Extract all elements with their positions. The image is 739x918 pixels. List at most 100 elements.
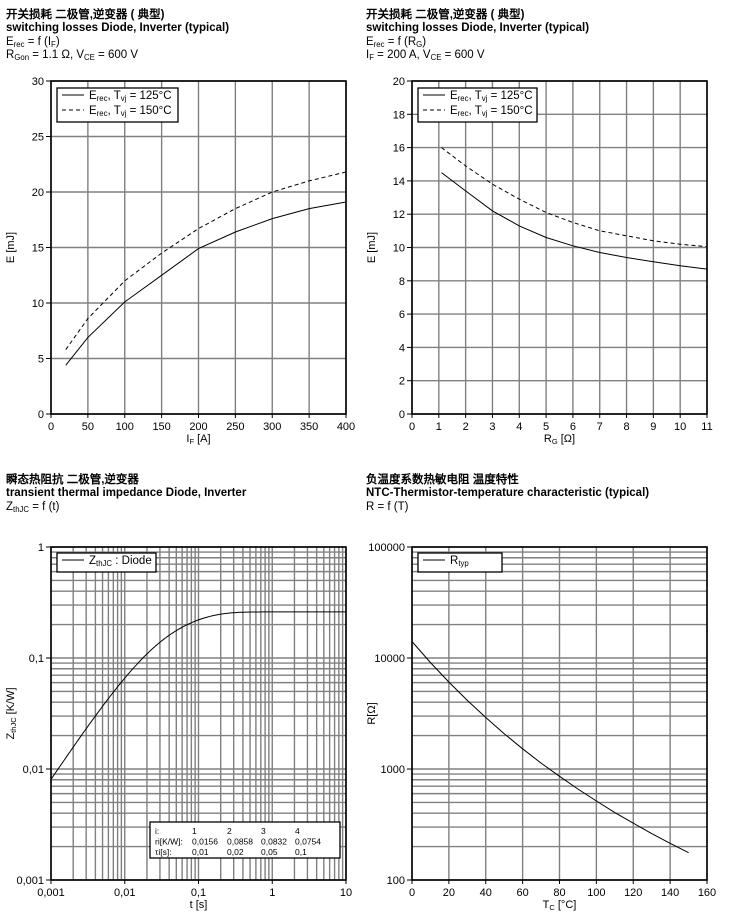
x-axis-label-part: T xyxy=(543,899,550,911)
legend-entry-part: , T xyxy=(469,105,482,117)
y-axis-label: E [mJ] xyxy=(366,232,378,263)
chart-title-cn: 开关损耗 二极管,逆变器 ( 典型) xyxy=(6,7,165,21)
x-axis-label: TC [°C] xyxy=(543,899,577,912)
chart-formula-part: ) xyxy=(56,36,60,48)
y-tick-label: 20 xyxy=(393,76,405,88)
y-tick-label: 20 xyxy=(32,187,44,199)
x-tick-label: 0,1 xyxy=(191,887,206,899)
legend-box xyxy=(56,552,157,573)
legend-entry-part: E xyxy=(89,90,97,102)
table-cell: 0,1 xyxy=(295,847,307,857)
table-cell: 0,0754 xyxy=(295,837,321,847)
series-line-1 xyxy=(65,201,347,366)
chart-conditions-part: I xyxy=(366,49,369,61)
chart-formula-part: rec xyxy=(14,40,25,49)
x-tick-label: 11 xyxy=(701,421,712,433)
y-tick-label: 2 xyxy=(399,376,405,388)
legend-entry-part: vj xyxy=(482,109,488,118)
chart-formula-part: R = f (T) xyxy=(366,501,409,513)
x-tick-label: 100 xyxy=(116,421,134,433)
y-axis-label: E [mJ] xyxy=(5,232,17,263)
chart-conditions-part: = 600 V xyxy=(441,49,484,61)
y-axis-label-part: E [mJ] xyxy=(5,232,17,263)
chart-formula-part: F xyxy=(51,40,56,49)
x-axis-label: t [s] xyxy=(190,899,208,911)
x-tick-label: 6 xyxy=(570,421,576,433)
legend-entry: Rtyp xyxy=(450,555,469,568)
y-tick-label: 100000 xyxy=(368,542,405,554)
chart-conditions-part: = 200 A, V xyxy=(374,49,431,61)
x-axis-label-part: I xyxy=(186,433,189,445)
chart-title-cn: 瞬态热阻抗 二极管,逆变器 xyxy=(6,472,139,486)
chart-formula: Erec = f (IF) xyxy=(6,36,60,49)
legend-entry-part: E xyxy=(89,105,97,117)
chart-conditions-part: = 600 V xyxy=(95,49,138,61)
legend-entry: Erec, Tvj = 150°C xyxy=(450,105,533,118)
x-axis-label: RG [Ω] xyxy=(544,433,575,446)
x-tick-label: 4 xyxy=(516,421,522,433)
y-tick-label: 100 xyxy=(387,875,405,887)
x-tick-label: 40 xyxy=(480,887,492,899)
table-cell: 0,01 xyxy=(192,847,209,857)
legend-entry-part: , T xyxy=(108,90,121,102)
x-tick-label: 400 xyxy=(337,421,355,433)
chart-conditions-part: R xyxy=(6,49,14,61)
legend-entry-part: rec xyxy=(97,94,108,103)
y-axis-label-part: [K/W] xyxy=(5,687,17,717)
x-tick-label: 100 xyxy=(587,887,605,899)
chart-formula: R = f (T) xyxy=(366,501,409,513)
legend-entry-part: Z xyxy=(89,555,96,567)
legend-entry-part: rec xyxy=(458,109,469,118)
x-tick-label: 150 xyxy=(152,421,170,433)
x-tick-label: 250 xyxy=(226,421,244,433)
table-cell: 0,0832 xyxy=(261,837,287,847)
chart-conditions-part: CE xyxy=(431,53,442,62)
legend-entry-part: : Diode xyxy=(112,555,152,567)
table-cell: τi[s]: xyxy=(155,847,172,857)
table-box xyxy=(149,821,341,859)
y-tick-label: 0 xyxy=(38,409,44,421)
x-tick-label: 8 xyxy=(623,421,629,433)
chart-title-en: transient thermal impedance Diode, Inver… xyxy=(6,487,247,499)
legend-entry-part: = 125°C xyxy=(126,90,171,102)
x-axis-label-part: F xyxy=(189,437,194,446)
x-tick-label: 3 xyxy=(489,421,495,433)
y-tick-label: 10 xyxy=(393,243,405,255)
series-line-2 xyxy=(441,147,708,248)
legend-entry-part: thJC xyxy=(96,559,112,568)
x-tick-label: 10 xyxy=(674,421,686,433)
legend-entry-part: R xyxy=(450,555,458,567)
legend-box xyxy=(56,87,179,123)
legend-entry-part: rec xyxy=(458,94,469,103)
legend-entry: ZthJC : Diode xyxy=(89,555,152,568)
x-tick-label: 0 xyxy=(48,421,54,433)
chart-conditions-part: = 1.1 Ω, V xyxy=(29,49,84,61)
grid xyxy=(411,80,708,415)
table-cell: ri[K/W]: xyxy=(155,837,183,847)
legend-entry-part: E xyxy=(450,105,458,117)
legend-entry-part: typ xyxy=(458,559,469,568)
legend-entry-part: vj xyxy=(121,109,127,118)
chart-title-en: switching losses Diode, Inverter (typica… xyxy=(6,22,229,34)
table-cell: 0,05 xyxy=(261,847,278,857)
x-axis-label-part: G xyxy=(552,437,558,446)
x-axis-label-part: [°C] xyxy=(555,899,577,911)
table-cell: i: xyxy=(155,826,159,836)
legend-entry-part: E xyxy=(450,90,458,102)
x-tick-label: 120 xyxy=(624,887,642,899)
legend-entry-part: , T xyxy=(108,105,121,117)
legend-entry-part: = 150°C xyxy=(487,105,532,117)
chart-formula-part: E xyxy=(366,36,374,48)
chart-2: 开关损耗 二极管,逆变器 ( 典型)switching losses Diode… xyxy=(366,7,713,446)
x-tick-label: 20 xyxy=(443,887,455,899)
legend-entry-part: = 150°C xyxy=(126,105,171,117)
x-tick-label: 0,01 xyxy=(114,887,135,899)
series-line-2 xyxy=(65,171,347,350)
y-axis-label-part: thJC xyxy=(9,717,18,733)
x-axis-label-part: [Ω] xyxy=(558,433,575,445)
thermal-parameter-table: i: 1 2 3 4 ri[K/W]: 0,0156 0,0858 0,0832 0,0754 τi… xyxy=(149,821,341,859)
x-axis-label: IF [A] xyxy=(186,433,210,446)
y-tick-label: 15 xyxy=(32,243,44,255)
